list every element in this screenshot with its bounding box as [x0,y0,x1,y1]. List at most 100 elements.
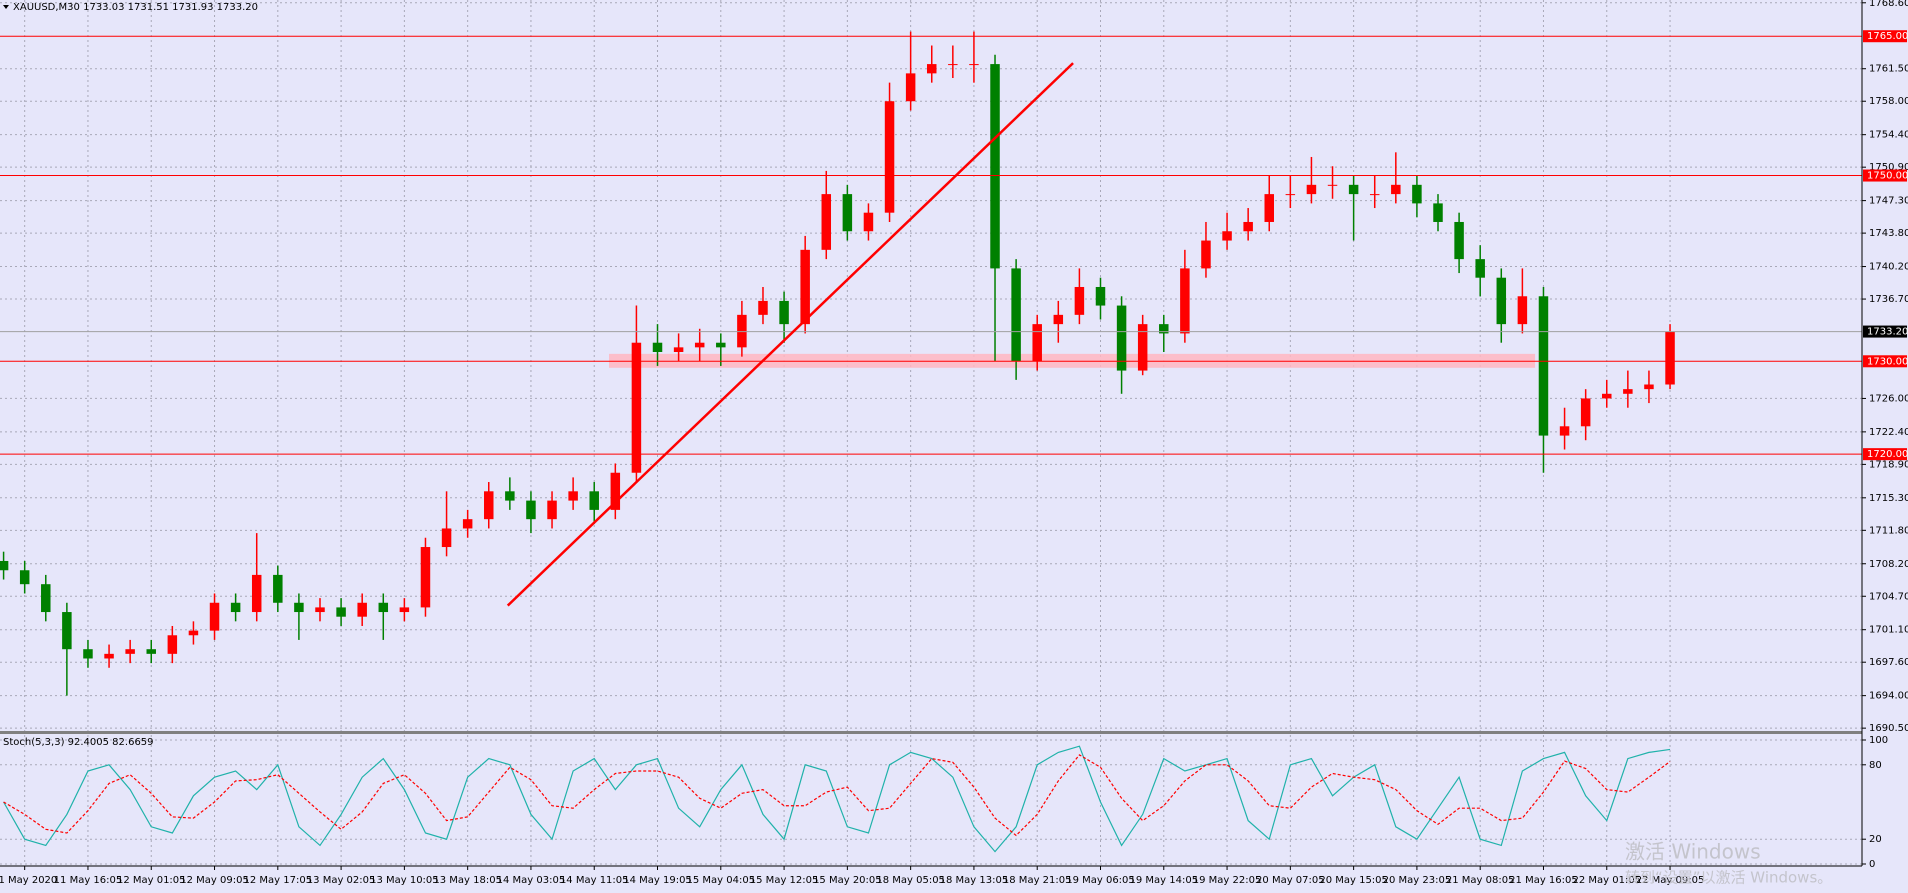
level-label-box [1863,355,1907,368]
candle-body [1327,184,1338,186]
candle-body [631,342,642,473]
candle-body [526,500,536,520]
candle-body [990,64,1000,269]
y-tick-label: 1697.60 [1869,657,1908,668]
y-tick-label: 1754.40 [1869,130,1908,141]
candle-body [41,584,51,613]
x-tick-label: 19 May 22:05 [1193,875,1262,886]
x-tick-label: 19 May 14:05 [1129,875,1198,886]
candle-body [1116,305,1127,371]
candle-body [1074,286,1085,315]
candle-body [800,249,810,325]
y-tick-label: 20 [1869,834,1882,845]
menu-arrow[interactable] [3,5,9,9]
x-tick-label: 15 May 20:05 [813,875,882,886]
x-tick-label: 21 May 08:05 [1446,875,1515,886]
x-tick-label: 20 May 07:05 [1256,875,1325,886]
candle-body [251,574,262,613]
y-tick-label: 0 [1869,859,1875,870]
x-tick-label: 14 May 03:05 [497,875,566,886]
candle-body [948,64,958,66]
candle-body [420,547,431,608]
candle-body [19,570,30,585]
y-tick-label: 1758.00 [1869,96,1908,107]
x-tick-label: 13 May 10:05 [370,875,439,886]
candle-body [1053,314,1064,325]
y-tick-label: 80 [1869,760,1882,771]
candle-body [1369,194,1380,196]
candle-body [146,649,156,654]
stoch-line [3,754,1671,837]
x-tick-label: 13 May 18:05 [433,875,502,886]
candle-body [336,607,346,617]
level-label: 1720.00 [1867,449,1908,460]
x-tick-label: 13 May 02:05 [307,875,376,886]
candle-body [1517,296,1528,325]
candle-body [505,491,515,501]
candle-body [1180,268,1190,334]
candle-body [1454,221,1464,260]
candle-body [1306,184,1317,195]
level-label: 1765.00 [1867,31,1908,42]
candle-body [1095,286,1106,306]
candle-body [462,519,473,529]
panel-separator [0,731,1862,734]
candle-body [1475,259,1485,278]
candle-body [1137,324,1148,371]
x-tick-label: 19 May 06:05 [1066,875,1135,886]
candle-body [779,300,789,325]
y-tick-label: 1726.00 [1869,393,1908,404]
symbol-title: XAUUSD,M30 1733.03 1731.51 1731.93 1733.… [13,2,258,13]
y-tick-label: 1747.30 [1869,196,1908,207]
candle-body [694,342,705,348]
candle-body [1665,331,1675,385]
candle-body [905,73,916,102]
candle-body [884,101,895,213]
x-tick-label: 20 May 23:05 [1383,875,1452,886]
candle-body [1285,194,1296,196]
x-tick-label: 11 May 2020 [0,875,57,886]
y-tick-label: 1708.20 [1869,559,1908,570]
y-tick-label: 1768.60 [1869,0,1908,9]
x-tick-label: 21 May 16:05 [1509,875,1578,886]
x-tick-label: 12 May 01:05 [117,875,186,886]
y-tick-label: 1690.50 [1869,723,1908,734]
level-label-box [1863,30,1907,43]
y-tick-label: 1718.90 [1869,459,1908,470]
indicator-title: Stoch(5,3,3) 92.4005 82.6659 [3,737,154,748]
candle-body [1538,296,1549,436]
candle-body [589,491,599,510]
candle-body [484,491,494,520]
x-tick-label: 12 May 09:05 [180,875,249,886]
y-tick-label: 1750.90 [1869,162,1908,173]
x-tick-label: 14 May 11:05 [560,875,629,886]
candle-body [1496,277,1507,325]
candle-body [315,607,325,613]
candle-body [167,635,178,654]
candle-body [652,342,663,352]
last-price-box [1863,325,1907,338]
x-tick-label: 18 May 05:05 [876,875,945,886]
y-tick-label: 1743.80 [1869,228,1908,239]
y-tick-label: 100 [1869,735,1888,746]
candle-body [1011,268,1021,362]
candle-body [188,630,199,636]
candle-body [716,342,726,348]
candle-body [673,347,684,352]
candle-body [0,560,9,571]
candle-body [842,194,853,232]
candle-body [104,653,114,659]
candle-body [1580,398,1591,427]
x-tick-label: 20 May 15:05 [1319,875,1388,886]
y-tick-label: 1715.30 [1869,493,1908,504]
y-tick-label: 1736.70 [1869,294,1908,305]
candle-body [568,491,578,501]
level-label-box [1863,448,1907,461]
candle-body [1243,221,1253,232]
candle-body [926,64,937,74]
candle-body [1559,426,1570,436]
x-tick-label: 15 May 12:05 [750,875,819,886]
x-tick-label: 18 May 13:05 [940,875,1009,886]
